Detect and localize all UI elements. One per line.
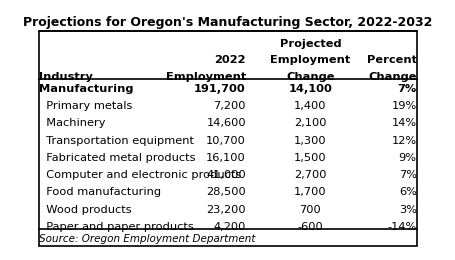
Text: 28,500: 28,500 xyxy=(206,187,245,197)
Text: Primary metals: Primary metals xyxy=(39,101,132,111)
Text: Computer and electronic products: Computer and electronic products xyxy=(39,170,241,180)
Text: Projected: Projected xyxy=(279,39,340,49)
Bar xyxy=(39,31,416,246)
Text: 1,400: 1,400 xyxy=(293,101,326,111)
Text: Machinery: Machinery xyxy=(39,118,106,128)
Text: Percent: Percent xyxy=(366,55,416,66)
Text: 14%: 14% xyxy=(391,118,416,128)
Text: 14,600: 14,600 xyxy=(206,118,245,128)
Text: Food manufacturing: Food manufacturing xyxy=(39,187,161,197)
Text: 4,200: 4,200 xyxy=(213,222,245,232)
Text: 1,700: 1,700 xyxy=(293,187,326,197)
Text: Transportation equipment: Transportation equipment xyxy=(39,136,194,146)
Text: Change: Change xyxy=(367,72,416,82)
Text: Projections for Oregon's Manufacturing Sector, 2022-2032: Projections for Oregon's Manufacturing S… xyxy=(23,16,432,29)
Text: 191,700: 191,700 xyxy=(194,84,245,94)
Text: 1,300: 1,300 xyxy=(293,136,326,146)
Text: Fabricated metal products: Fabricated metal products xyxy=(39,153,195,163)
Text: 700: 700 xyxy=(299,205,321,214)
Text: 6%: 6% xyxy=(398,187,416,197)
Text: Wood products: Wood products xyxy=(39,205,131,214)
Text: 41,000: 41,000 xyxy=(206,170,245,180)
Text: -600: -600 xyxy=(297,222,323,232)
Text: 3%: 3% xyxy=(398,205,416,214)
Text: 9%: 9% xyxy=(398,153,416,163)
Text: Employment: Employment xyxy=(270,55,350,66)
Text: 7%: 7% xyxy=(398,170,416,180)
Text: 2,700: 2,700 xyxy=(293,170,326,180)
Text: Change: Change xyxy=(286,72,334,82)
Text: 2,100: 2,100 xyxy=(293,118,326,128)
Text: Employment: Employment xyxy=(165,72,245,82)
Text: 16,100: 16,100 xyxy=(206,153,245,163)
Text: 12%: 12% xyxy=(391,136,416,146)
Text: 2022: 2022 xyxy=(214,55,245,66)
Text: -14%: -14% xyxy=(387,222,416,232)
Text: 14,100: 14,100 xyxy=(288,84,332,94)
Text: Source: Oregon Employment Department: Source: Oregon Employment Department xyxy=(39,234,255,244)
Text: 19%: 19% xyxy=(390,101,416,111)
Text: 10,700: 10,700 xyxy=(206,136,245,146)
Text: 1,500: 1,500 xyxy=(293,153,326,163)
Text: 23,200: 23,200 xyxy=(206,205,245,214)
Text: Industry: Industry xyxy=(39,72,93,82)
Text: 7,200: 7,200 xyxy=(213,101,245,111)
Text: 7%: 7% xyxy=(397,84,416,94)
Text: Manufacturing: Manufacturing xyxy=(39,84,133,94)
Text: Paper and paper products: Paper and paper products xyxy=(39,222,194,232)
